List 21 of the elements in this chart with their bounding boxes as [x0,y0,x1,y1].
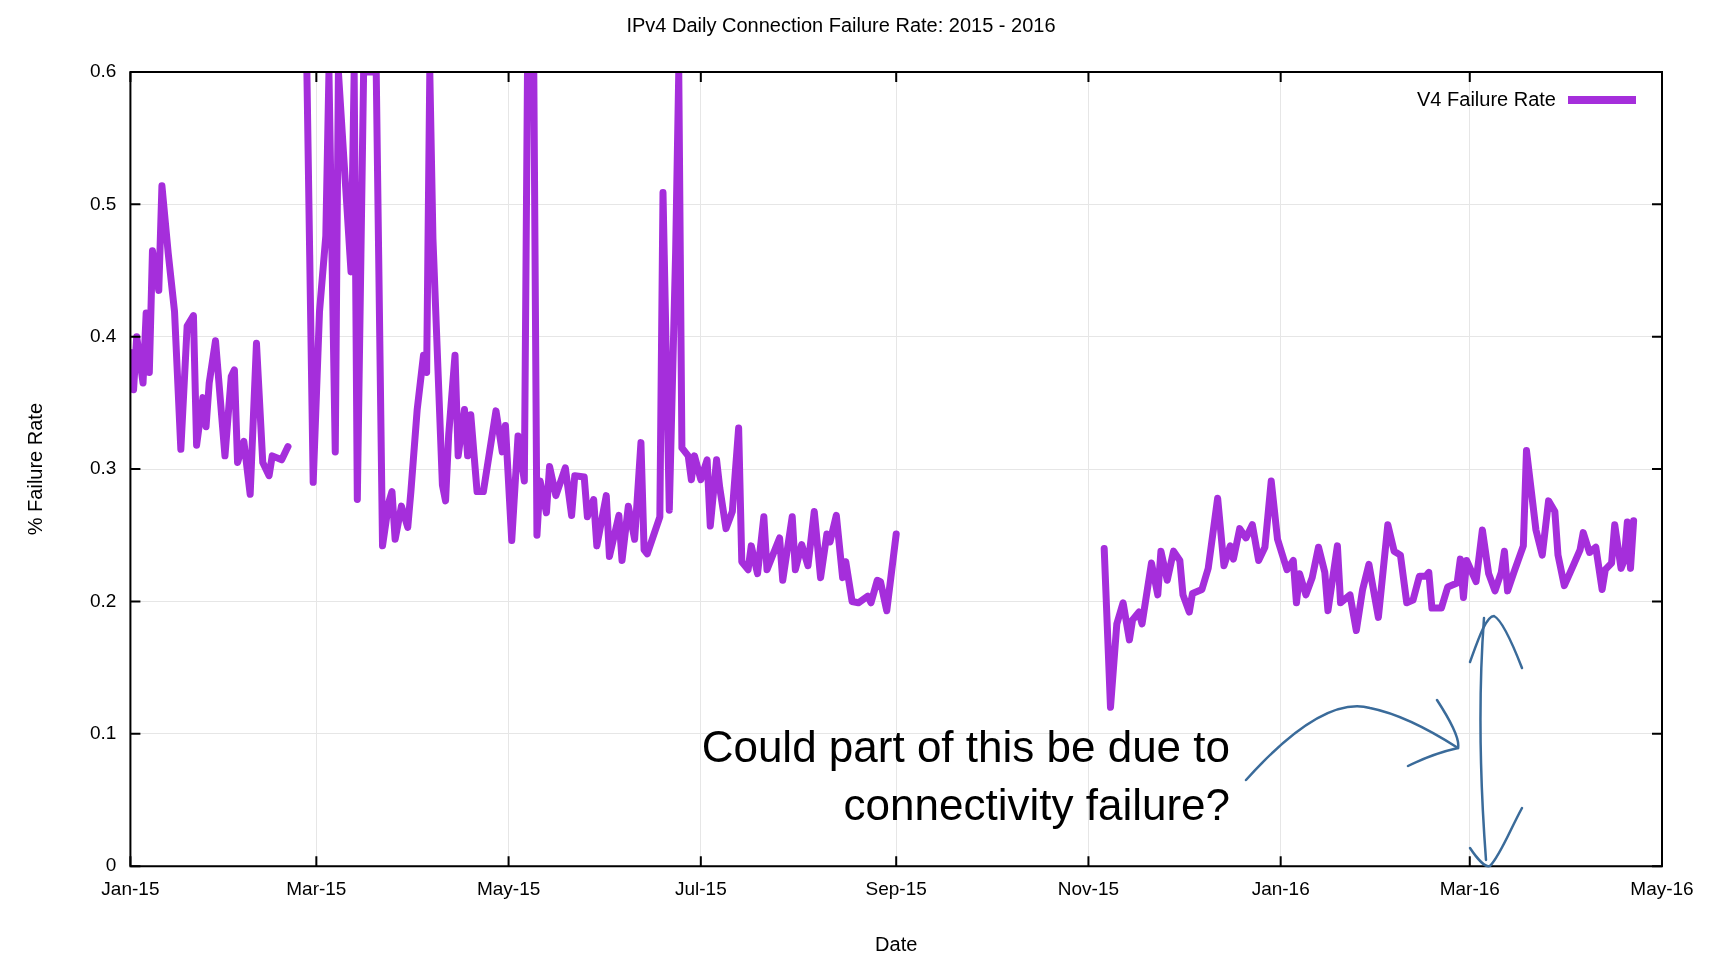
y-tick-label: 0.1 [89,722,117,744]
x-tick-label: Jan-15 [101,877,160,899]
x-tick-label: Mar-16 [1439,877,1500,899]
legend-label: V4 Failure Rate [1417,87,1556,110]
chart-title: IPv4 Daily Connection Failure Rate: 2015 - 2016 [626,13,1056,36]
y-tick-label: 0.6 [89,60,117,82]
y-axis-title: % Failure Rate [23,402,46,536]
x-tick-label: Nov-15 [1057,877,1120,899]
y-tick-label: 0.3 [89,457,117,479]
y-tick-label: 0.2 [89,589,117,611]
x-tick-label: Mar-15 [286,877,347,899]
x-tick-label: May-15 [476,877,541,899]
x-tick-label: Sep-15 [865,877,927,899]
y-tick-label: 0.4 [89,324,117,346]
x-axis-title: Date [875,932,918,955]
x-tick-label: Jan-16 [1251,877,1310,899]
x-tick-label: May-16 [1630,877,1694,899]
y-tick-label: 0.5 [89,192,117,214]
x-tick-label: Jul-15 [674,877,727,899]
annotation: Could part of this be due to connectivity failure? [701,722,1230,829]
y-tick-label: 0 [105,854,117,876]
